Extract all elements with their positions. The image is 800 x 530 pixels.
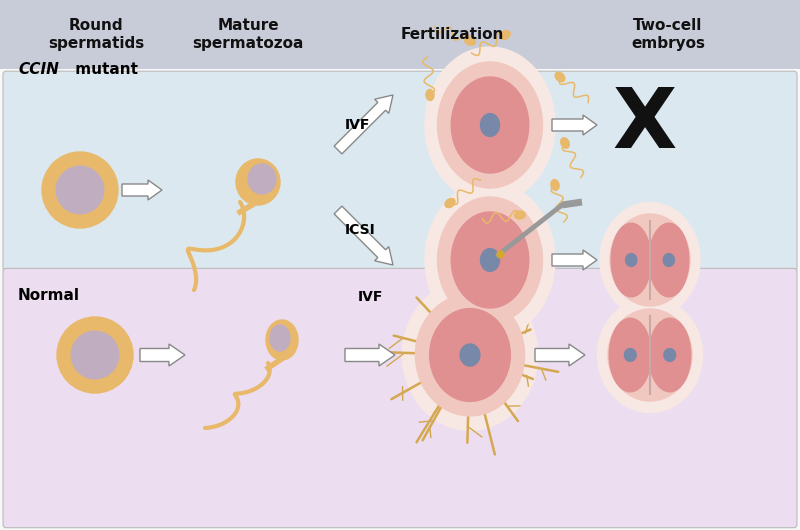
Text: X: X [613, 84, 677, 165]
Ellipse shape [266, 320, 298, 360]
Ellipse shape [624, 349, 636, 361]
Ellipse shape [500, 31, 510, 39]
Ellipse shape [438, 62, 542, 188]
Ellipse shape [481, 249, 499, 271]
Ellipse shape [561, 138, 570, 148]
Text: IVF: IVF [358, 290, 383, 304]
Text: Normal: Normal [18, 287, 80, 303]
Ellipse shape [626, 253, 637, 267]
FancyArrow shape [140, 344, 185, 366]
Ellipse shape [663, 253, 674, 267]
Ellipse shape [236, 159, 280, 205]
Ellipse shape [451, 77, 529, 173]
FancyBboxPatch shape [3, 268, 797, 528]
Ellipse shape [598, 297, 702, 412]
Ellipse shape [426, 90, 434, 101]
Text: CCIN: CCIN [18, 63, 59, 77]
Text: ICSI: ICSI [345, 223, 376, 237]
Ellipse shape [551, 180, 559, 190]
Ellipse shape [608, 309, 692, 401]
Ellipse shape [445, 198, 455, 208]
Ellipse shape [438, 197, 542, 323]
Ellipse shape [610, 318, 651, 392]
FancyArrow shape [334, 206, 393, 265]
FancyArrow shape [552, 250, 597, 270]
Text: Two-cell
embryos: Two-cell embryos [631, 18, 705, 51]
Ellipse shape [270, 325, 290, 351]
Ellipse shape [649, 223, 689, 297]
FancyArrow shape [552, 115, 597, 135]
Ellipse shape [71, 331, 118, 379]
Ellipse shape [56, 166, 104, 214]
FancyBboxPatch shape [0, 0, 800, 69]
Ellipse shape [57, 317, 133, 393]
Ellipse shape [430, 308, 510, 401]
FancyArrow shape [345, 344, 395, 366]
FancyBboxPatch shape [3, 71, 797, 271]
Text: Round
spermatids: Round spermatids [48, 18, 144, 51]
Ellipse shape [610, 214, 690, 306]
Ellipse shape [460, 344, 480, 366]
Ellipse shape [425, 47, 555, 203]
Ellipse shape [611, 223, 651, 297]
Ellipse shape [555, 72, 565, 82]
Text: mutant: mutant [70, 63, 138, 77]
Ellipse shape [514, 211, 526, 219]
Ellipse shape [465, 37, 475, 45]
Ellipse shape [402, 280, 538, 430]
Ellipse shape [425, 182, 555, 338]
Ellipse shape [415, 294, 525, 416]
FancyArrow shape [334, 95, 393, 154]
Text: IVF: IVF [345, 118, 370, 132]
Ellipse shape [664, 349, 676, 361]
Ellipse shape [600, 202, 700, 317]
Ellipse shape [481, 113, 499, 136]
Ellipse shape [649, 318, 690, 392]
Ellipse shape [248, 164, 276, 194]
Text: Fertilization: Fertilization [400, 27, 504, 42]
FancyArrow shape [122, 180, 162, 200]
FancyArrow shape [535, 344, 585, 366]
Ellipse shape [451, 212, 529, 308]
Text: Mature
spermatozoa: Mature spermatozoa [192, 18, 304, 51]
Ellipse shape [42, 152, 118, 228]
